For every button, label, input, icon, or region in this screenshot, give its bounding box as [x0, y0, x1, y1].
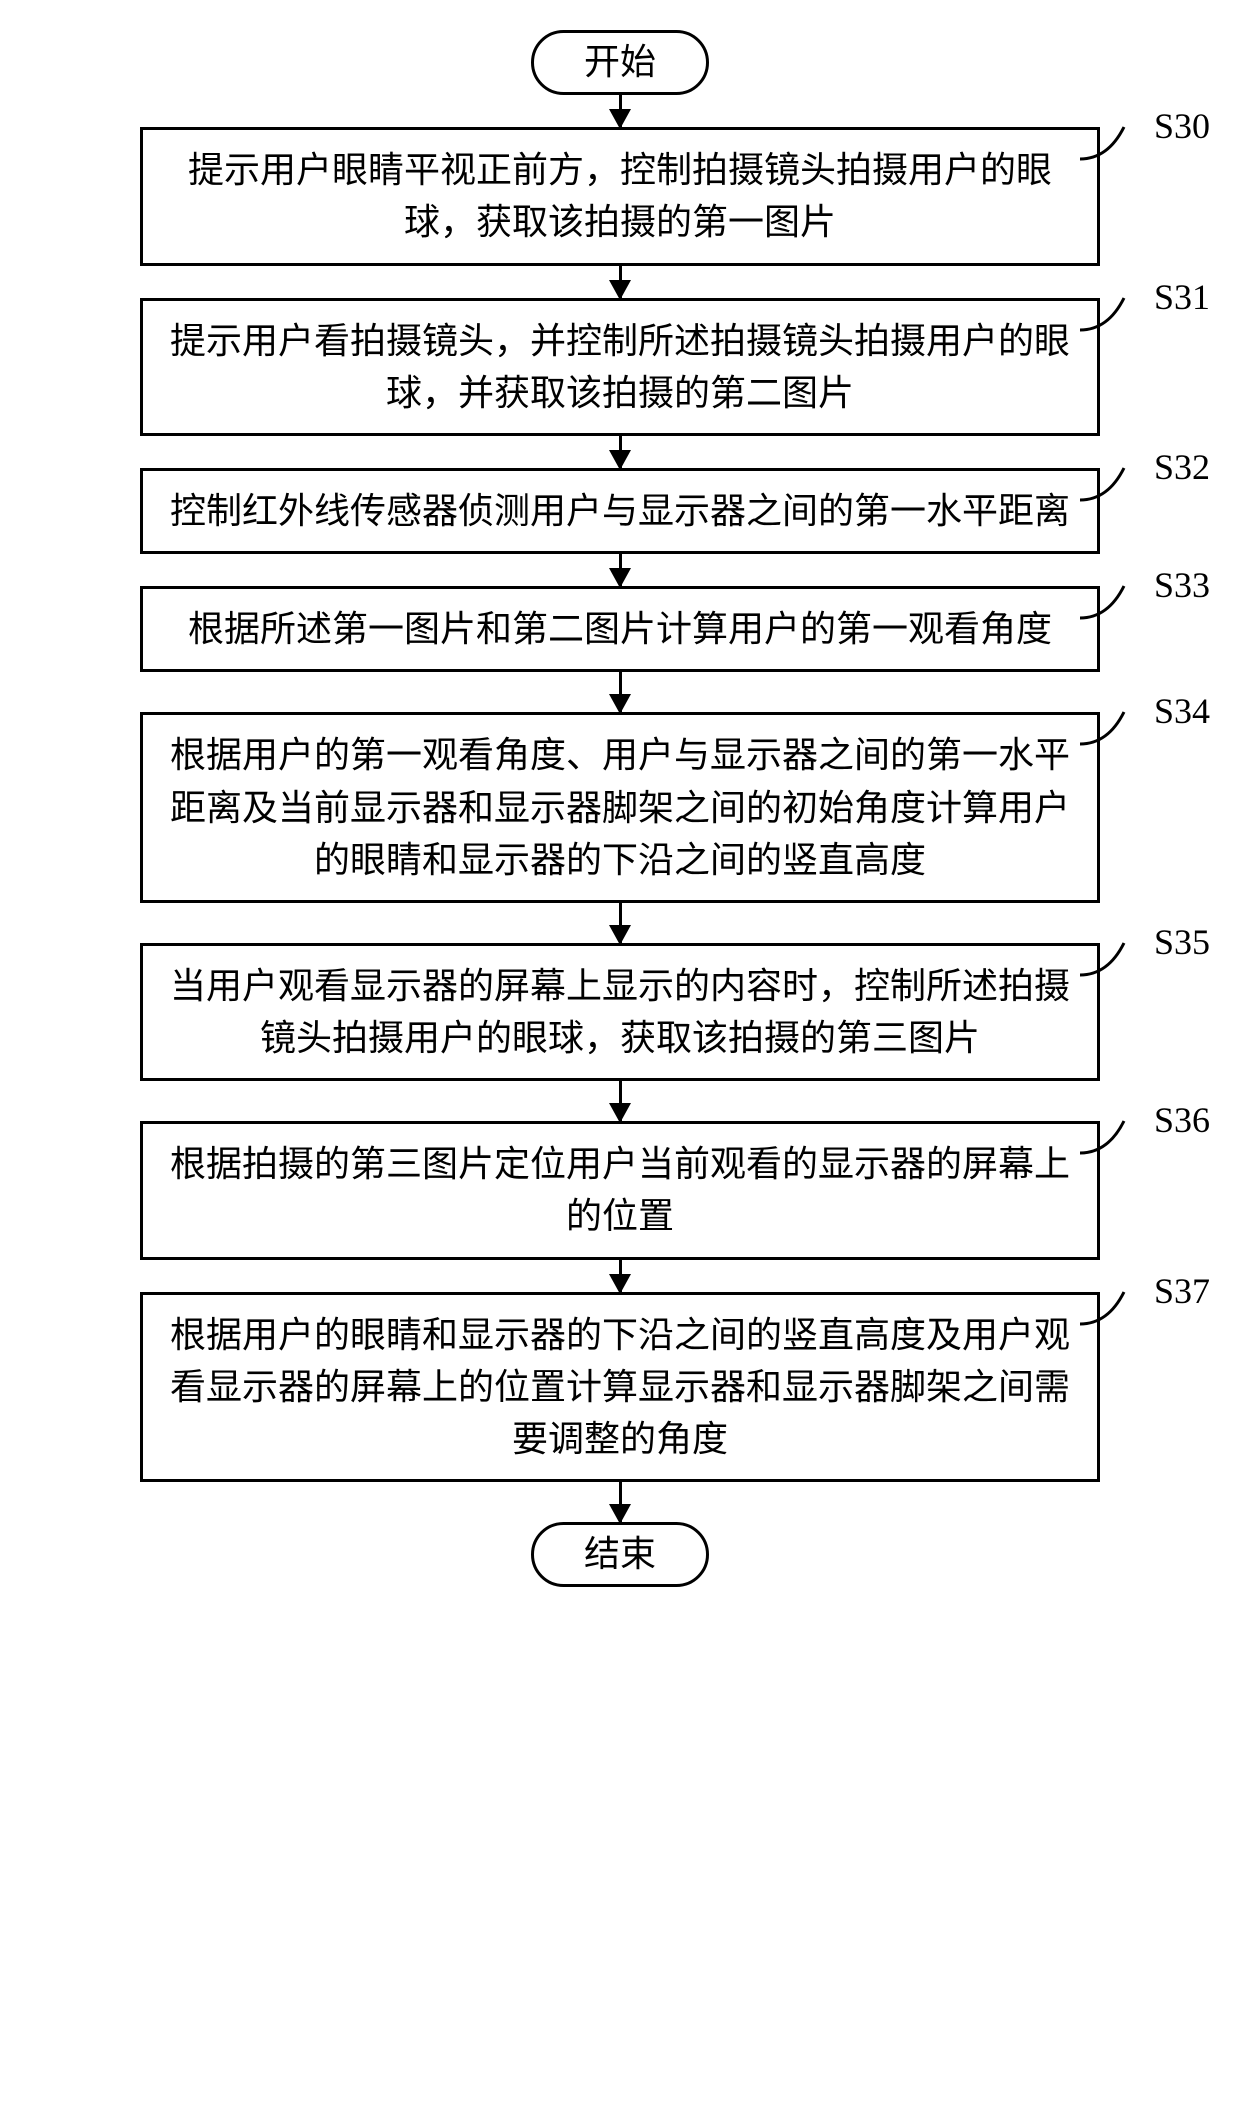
arrow: [619, 266, 622, 298]
process-step: 根据拍摄的第三图片定位用户当前观看的显示器的屏幕上的位置: [140, 1121, 1100, 1259]
step-label: S32: [1154, 446, 1210, 488]
terminal-start: 开始: [531, 30, 709, 95]
process-step: 提示用户看拍摄镜头，并控制所述拍摄镜头拍摄用户的眼球，并获取该拍摄的第二图片: [140, 298, 1100, 436]
arrow: [619, 436, 622, 468]
step-wrap: 提示用户看拍摄镜头，并控制所述拍摄镜头拍摄用户的眼球，并获取该拍摄的第二图片 S…: [40, 298, 1200, 436]
arrow: [619, 672, 622, 712]
step-wrap: 根据用户的第一观看角度、用户与显示器之间的第一水平距离及当前显示器和显示器脚架之…: [40, 712, 1200, 903]
step-wrap: 当用户观看显示器的屏幕上显示的内容时，控制所述拍摄镜头拍摄用户的眼球，获取该拍摄…: [40, 943, 1200, 1081]
process-step: 根据用户的眼睛和显示器的下沿之间的竖直高度及用户观看显示器的屏幕上的位置计算显示…: [140, 1292, 1100, 1483]
terminal-end: 结束: [531, 1522, 709, 1587]
process-step: 控制红外线传感器侦测用户与显示器之间的第一水平距离: [140, 468, 1100, 554]
step-wrap: 提示用户眼睛平视正前方，控制拍摄镜头拍摄用户的眼球，获取该拍摄的第一图片 S30: [40, 127, 1200, 265]
step-label: S30: [1154, 105, 1210, 147]
process-step: 当用户观看显示器的屏幕上显示的内容时，控制所述拍摄镜头拍摄用户的眼球，获取该拍摄…: [140, 943, 1100, 1081]
arrow: [619, 95, 622, 127]
process-step: 根据用户的第一观看角度、用户与显示器之间的第一水平距离及当前显示器和显示器脚架之…: [140, 712, 1100, 903]
step-wrap: 根据拍摄的第三图片定位用户当前观看的显示器的屏幕上的位置 S36: [40, 1121, 1200, 1259]
step-label: S33: [1154, 564, 1210, 606]
step-wrap: 根据所述第一图片和第二图片计算用户的第一观看角度 S33: [40, 586, 1200, 672]
step-label: S35: [1154, 921, 1210, 963]
process-step: 根据所述第一图片和第二图片计算用户的第一观看角度: [140, 586, 1100, 672]
step-label: S34: [1154, 690, 1210, 732]
arrow: [619, 903, 622, 943]
flowchart-container: 开始 提示用户眼睛平视正前方，控制拍摄镜头拍摄用户的眼球，获取该拍摄的第一图片 …: [40, 30, 1200, 1587]
arrow: [619, 1260, 622, 1292]
step-label: S36: [1154, 1099, 1210, 1141]
arrow: [619, 1081, 622, 1121]
step-wrap: 根据用户的眼睛和显示器的下沿之间的竖直高度及用户观看显示器的屏幕上的位置计算显示…: [40, 1292, 1200, 1483]
arrow: [619, 554, 622, 586]
step-label: S37: [1154, 1270, 1210, 1312]
step-wrap: 控制红外线传感器侦测用户与显示器之间的第一水平距离 S32: [40, 468, 1200, 554]
process-step: 提示用户眼睛平视正前方，控制拍摄镜头拍摄用户的眼球，获取该拍摄的第一图片: [140, 127, 1100, 265]
step-label: S31: [1154, 276, 1210, 318]
arrow: [619, 1482, 622, 1522]
